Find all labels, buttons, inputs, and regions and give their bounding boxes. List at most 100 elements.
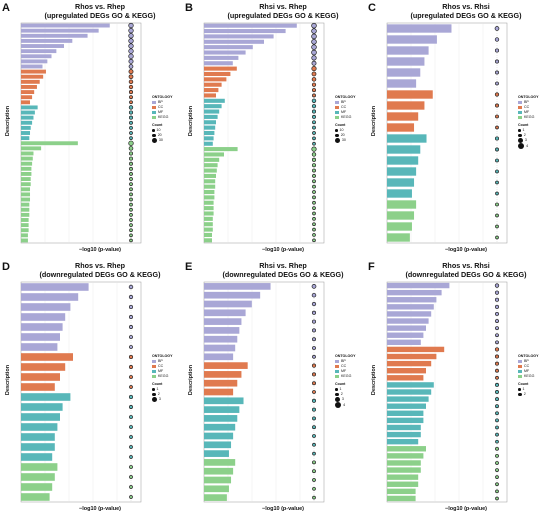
bar-cc2	[387, 353, 437, 360]
legend-swatch	[335, 364, 339, 369]
bar-mf1	[387, 382, 434, 388]
count-dot-kegg15	[129, 213, 133, 217]
bar-bp4	[387, 57, 425, 66]
count-dot-kegg13	[129, 202, 133, 207]
count-dot-mf6	[312, 442, 316, 447]
panel-title: Rhos vs. Rhsi (downregulated DEGs GO & K…	[386, 261, 546, 279]
panel-title-main: Rhsi vs. Rhep	[259, 2, 307, 11]
bar-mf1	[21, 393, 71, 401]
legend-item-kegg: KEGG	[152, 374, 173, 379]
count-dot-cc1	[311, 363, 317, 368]
count-dot-bp3	[128, 304, 134, 310]
count-dot-bp1	[128, 22, 134, 29]
legend-count-item: 20	[335, 133, 356, 138]
legend-label: KEGG	[341, 374, 352, 378]
legend-ontology-title: ONTOLOGY	[152, 354, 173, 358]
count-dot-bp1	[494, 26, 500, 31]
panel-letter: B	[185, 2, 193, 14]
legend-count-label: 2	[523, 133, 526, 137]
legend-label: MF	[341, 369, 347, 373]
count-size-dot	[518, 129, 521, 132]
count-dot-mf5	[312, 120, 316, 125]
bar-cc6	[21, 95, 33, 100]
count-dot-kegg4	[129, 495, 133, 499]
bar-cc4	[204, 388, 234, 396]
legend-label: KEGG	[158, 115, 169, 119]
bar-kegg3	[21, 151, 34, 156]
bar-kegg4	[387, 233, 410, 242]
count-dot-mf7	[129, 455, 133, 459]
bar-bp6	[387, 318, 429, 324]
count-dot-kegg14	[129, 207, 133, 212]
bar-bp8	[204, 61, 233, 66]
legend-item-mf: MF	[518, 110, 539, 115]
count-dot-mf2	[495, 390, 499, 394]
legend-swatch	[335, 100, 339, 105]
bar-kegg4	[21, 493, 50, 501]
count-dot-bp8	[128, 58, 134, 64]
count-dot-mf3	[311, 109, 317, 114]
count-dot-kegg3	[311, 157, 317, 162]
legend-count-title: Count	[335, 382, 346, 386]
count-dot-mf7	[495, 425, 499, 430]
count-dot-bp2	[494, 37, 500, 42]
legend-swatch	[152, 110, 156, 115]
count-dot-cc4	[128, 84, 134, 90]
bar-mf5	[204, 432, 234, 440]
panel-d: D Rhos vs. Rhep (downregulated DEGs GO &…	[0, 259, 183, 518]
count-dot-mf3	[495, 158, 499, 163]
count-dot-kegg14	[312, 217, 316, 221]
bar-kegg20	[21, 238, 28, 243]
bar-mf2	[387, 145, 421, 154]
count-dot-mf4	[129, 120, 133, 125]
panel-title: Rhos vs. Rhep (downregulated DEGs GO & K…	[20, 261, 180, 279]
bar-mf5	[204, 120, 216, 125]
legend-count-label: 3	[341, 397, 344, 401]
count-dot-bp5	[495, 311, 499, 316]
count-dot-bp1	[128, 284, 134, 290]
legend-swatch	[335, 110, 339, 115]
bar-mf4	[387, 403, 426, 409]
bar-cc2	[204, 371, 242, 378]
count-dot-kegg8	[129, 177, 133, 181]
count-dot-mf5	[312, 434, 316, 438]
legend-ontology-title: ONTOLOGY	[152, 95, 173, 99]
legend-count-item: 20	[152, 133, 173, 138]
count-dot-kegg1	[311, 146, 317, 152]
legend-item-mf: MF	[518, 369, 539, 374]
bar-kegg17	[204, 232, 212, 237]
count-dot-bp5	[312, 319, 317, 324]
count-dot-kegg6	[312, 174, 316, 178]
count-dot-bp2	[311, 292, 317, 298]
panel-letter: C	[368, 2, 376, 14]
count-dot-mf9	[312, 141, 316, 146]
count-size-dot	[518, 392, 522, 397]
bar-bp5	[387, 68, 421, 77]
legend-item-cc: CC	[335, 105, 356, 110]
legend-label: KEGG	[158, 374, 169, 378]
legend-ontology-title: ONTOLOGY	[335, 354, 356, 358]
bar-mf6	[21, 443, 55, 451]
bar-bp3	[387, 46, 429, 55]
bar-bp9	[387, 339, 421, 346]
count-size-dot	[152, 138, 157, 143]
count-dot-kegg4	[495, 468, 499, 472]
bar-kegg2	[204, 152, 224, 157]
count-dot-kegg5	[312, 168, 316, 173]
count-size-dot	[152, 129, 155, 132]
bar-mf6	[21, 131, 31, 135]
count-dot-kegg3	[129, 485, 133, 489]
count-dot-cc4	[312, 390, 316, 394]
bar-mf1	[387, 134, 427, 143]
legend-label: BP	[524, 359, 529, 363]
panel-b: B Rhsi vs. Rhep (upregulated DEGs GO & K…	[183, 0, 366, 259]
bar-kegg1	[387, 200, 417, 209]
legend-item-bp: BP	[518, 359, 539, 364]
legend-label: CC	[341, 364, 347, 368]
count-dot-cc4	[495, 125, 499, 130]
count-dot-kegg3	[129, 151, 134, 156]
legend-count-item: 2	[152, 392, 173, 397]
bar-mf4	[21, 120, 33, 125]
legend-count-item: 2	[335, 392, 356, 397]
count-dot-kegg2	[495, 213, 499, 218]
